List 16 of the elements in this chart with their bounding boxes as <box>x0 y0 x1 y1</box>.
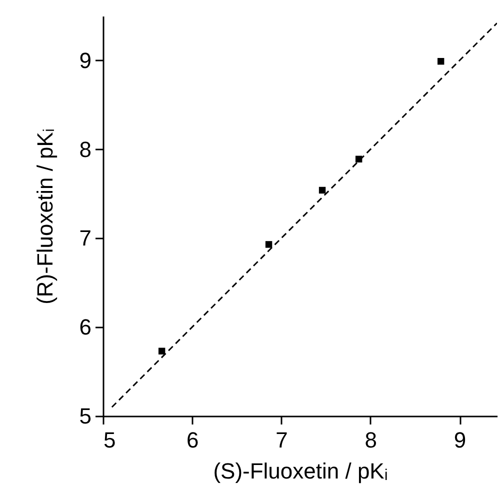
point <box>158 348 166 354</box>
y-tick-label: 8 <box>79 136 92 162</box>
x-axis-title: (S)-Fluoxetin / pKᵢ <box>213 458 388 484</box>
x-tick-label: 9 <box>454 428 466 452</box>
y-axis-title: (R)-Fluoxetin / pKᵢ <box>32 128 58 304</box>
y-tick-label: 5 <box>79 404 92 428</box>
point <box>318 186 326 194</box>
x-tick-label: 5 <box>104 428 116 452</box>
point <box>265 241 272 248</box>
y-tick-label: 9 <box>79 48 92 73</box>
x-tick-label: 7 <box>276 428 288 452</box>
x-tick-label: 8 <box>364 428 378 452</box>
point <box>437 58 444 65</box>
x-tick-label: 6 <box>186 428 199 452</box>
y-tick-label: 6 <box>79 314 92 340</box>
y-tick-label: 7 <box>79 226 92 251</box>
